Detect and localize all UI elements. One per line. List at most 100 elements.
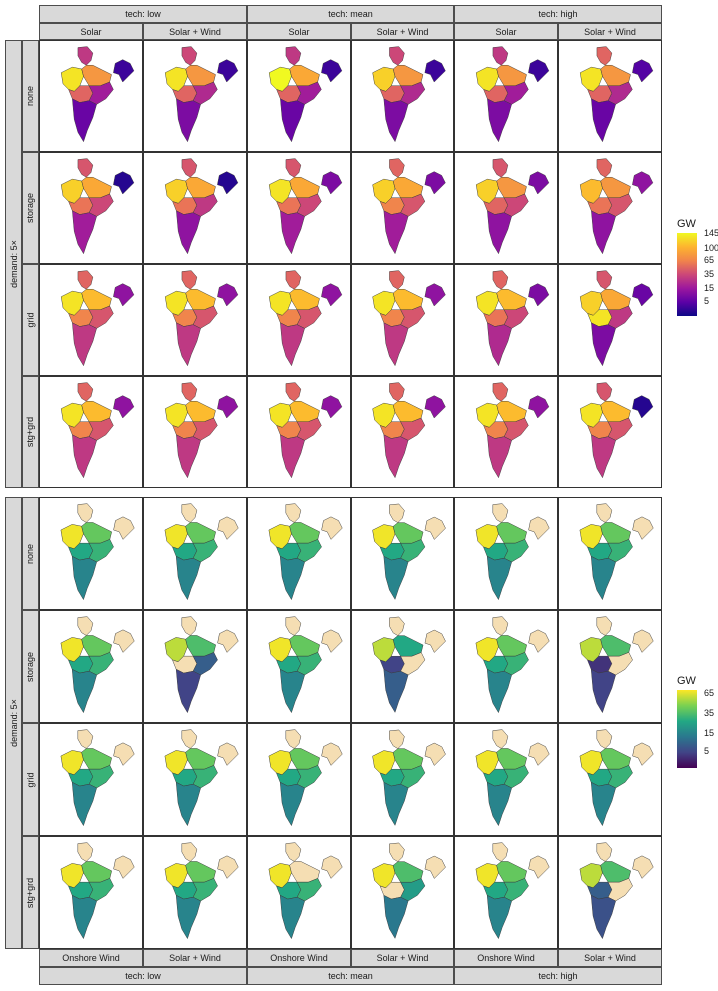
india-map <box>372 842 446 939</box>
map-region <box>296 417 322 441</box>
map-region <box>185 861 216 883</box>
map-region <box>492 270 509 290</box>
map-region <box>496 748 527 770</box>
india-map <box>268 270 343 367</box>
top-facet-grid-panel <box>247 264 351 376</box>
bottom-row-label-2: storage <box>22 610 39 723</box>
map-region <box>383 781 409 826</box>
bottom-legend-tick: 15 <box>704 728 715 738</box>
map-region <box>71 555 97 601</box>
top-facet-grid-panel <box>247 40 351 152</box>
map-region <box>383 668 409 713</box>
map-region <box>77 729 94 749</box>
bottom-col-group-2: tech: mean <box>247 967 454 985</box>
top-col-label-3: Solar <box>247 23 351 40</box>
map-region <box>296 765 322 789</box>
top-facet-grid-panel <box>558 376 662 488</box>
map-region <box>496 522 527 544</box>
india-map <box>268 503 343 601</box>
bottom-row-label-3-text: grid <box>25 771 36 788</box>
map-region <box>607 305 633 329</box>
map-region <box>181 503 198 523</box>
map-region <box>192 652 218 676</box>
map-region <box>528 629 550 653</box>
top-col-label-1: Solar <box>39 23 143 40</box>
top-facet-grid-panel <box>247 376 351 488</box>
map-region <box>185 177 216 198</box>
map-region <box>528 855 550 879</box>
map-region <box>296 652 322 676</box>
map-region <box>528 395 550 419</box>
india-map <box>268 729 343 827</box>
top-legend-title: GW <box>677 218 696 230</box>
india-map <box>579 503 654 601</box>
india-map <box>164 503 239 601</box>
top-row-label-1: none <box>22 40 39 152</box>
map-region <box>321 171 343 195</box>
map-region <box>492 842 509 862</box>
map-region <box>400 765 426 789</box>
map-region <box>285 270 302 290</box>
bottom-facet-grid-panel <box>39 610 143 723</box>
top-facet-grid-panel <box>454 40 558 152</box>
india-map <box>60 503 135 601</box>
map-region <box>77 616 94 636</box>
bottom-col-label-2: Solar + Wind <box>143 949 247 967</box>
top-row-label-2-text: storage <box>25 192 36 224</box>
map-region <box>503 765 529 789</box>
map-region <box>185 748 216 770</box>
bottom-col-label-5: Onshore Wind <box>454 949 558 967</box>
bottom-facet-grid-panel <box>558 610 662 723</box>
map-region <box>88 878 114 902</box>
map-region <box>383 98 409 143</box>
top-col-group-1: tech: low <box>39 5 247 23</box>
india-map <box>372 616 446 713</box>
map-region <box>503 81 529 105</box>
map-region <box>607 652 633 676</box>
top-col-group-2: tech: mean <box>247 5 454 23</box>
bottom-facet-grid-panel <box>351 610 454 723</box>
india-map <box>372 46 446 143</box>
map-region <box>486 781 512 827</box>
bottom-row-label-1-text: none <box>25 543 36 564</box>
map-region <box>528 283 550 307</box>
map-region <box>590 555 616 601</box>
bottom-col-label-4: Solar + Wind <box>351 949 454 967</box>
top-legend-colorbar <box>677 233 697 316</box>
bottom-facet-grid-panel <box>247 497 351 610</box>
top-col-group-3: tech: high <box>454 5 662 23</box>
map-region <box>424 855 446 879</box>
map-region <box>424 283 446 307</box>
map-region <box>81 289 112 310</box>
map-region <box>175 894 201 940</box>
map-region <box>424 742 446 766</box>
map-region <box>296 81 322 105</box>
map-region <box>289 522 320 544</box>
map-region <box>81 748 112 770</box>
map-region <box>503 193 529 217</box>
top-legend-tick: 15 <box>704 283 715 293</box>
map-region <box>528 171 550 195</box>
top-facet-grid-panel <box>143 40 247 152</box>
map-region <box>424 171 446 195</box>
map-region <box>400 539 426 563</box>
map-region <box>88 765 114 789</box>
map-region <box>285 382 302 402</box>
map-region <box>600 635 631 657</box>
map-region <box>487 322 512 367</box>
map-region <box>596 158 613 178</box>
bottom-facet-grid-panel <box>454 610 558 723</box>
map-region <box>600 65 631 86</box>
bottom-facet-grid-panel <box>454 497 558 610</box>
map-region <box>217 395 239 419</box>
bottom-facet-grid-panel <box>39 836 143 949</box>
top-facet-grid-panel <box>454 152 558 264</box>
bottom-legend-title: GW <box>677 675 696 687</box>
top-facet-grid-panel <box>558 264 662 376</box>
map-region <box>72 98 97 143</box>
bottom-col-label-3: Onshore Wind <box>247 949 351 967</box>
map-region <box>88 81 114 105</box>
map-region <box>632 59 654 83</box>
map-region <box>590 781 616 827</box>
india-map <box>60 382 135 479</box>
